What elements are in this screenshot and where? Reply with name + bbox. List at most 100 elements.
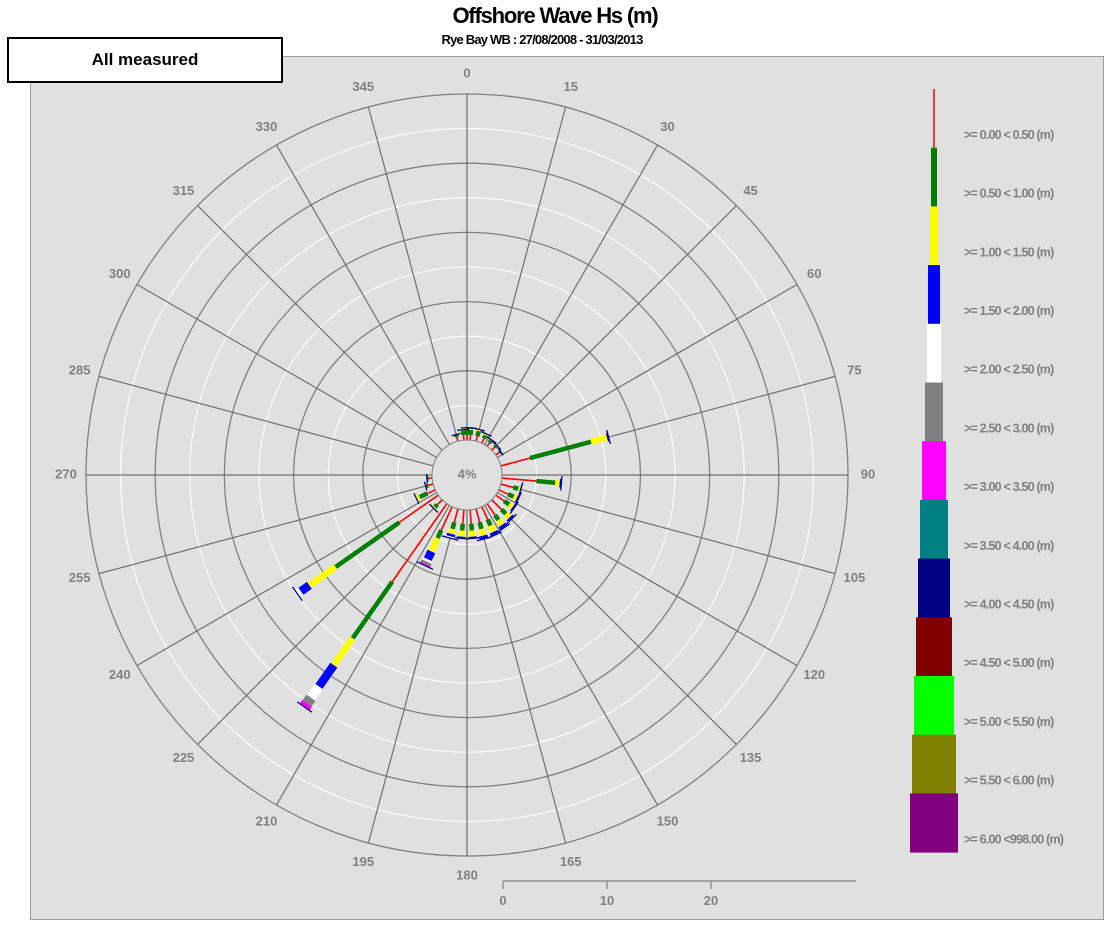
rose-bar-segment	[299, 700, 312, 711]
rose-bar-segment	[529, 439, 592, 461]
legend-label: >= 6.00 <998.00 (m)	[964, 832, 1064, 846]
legend-swatch	[925, 382, 943, 442]
direction-label: 120	[803, 667, 825, 682]
rose-bar-segment	[435, 529, 444, 540]
legend-label: >= 4.50 < 5.00 (m)	[964, 656, 1054, 670]
rose-bar-segment	[423, 549, 436, 562]
grid-spoke	[483, 144, 659, 445]
rose-bar-segment	[498, 489, 509, 495]
legend-label: >= 5.00 < 5.50 (m)	[964, 715, 1054, 729]
grid-spoke	[136, 491, 437, 667]
legend-label: >= 0.50 < 1.00 (m)	[964, 187, 1054, 201]
grid-spoke	[367, 106, 459, 442]
rose-bar-segment	[501, 477, 537, 482]
rose-bar-segment	[507, 501, 515, 510]
rose-bar-cap	[514, 492, 522, 506]
grid-spoke	[483, 505, 659, 806]
rose-bar-segment	[448, 528, 456, 535]
rose-bar-segment	[420, 559, 432, 567]
chart-title: Offshore Wave Hs (m)	[452, 3, 658, 28]
rose-bar-segment	[298, 581, 312, 595]
legend-label: >= 2.00 < 2.50 (m)	[964, 363, 1054, 377]
direction-label: 0	[463, 65, 470, 80]
direction-label: 60	[807, 266, 821, 281]
grid-spoke	[275, 505, 451, 806]
rose-bar-segment	[450, 521, 457, 530]
grid-spoke	[197, 499, 443, 745]
direction-label: 45	[743, 183, 757, 198]
direction-label: 225	[173, 750, 195, 765]
scale-tick-label: 10	[600, 893, 614, 908]
rose-bar-segment	[422, 557, 433, 564]
grid-spoke	[275, 144, 451, 445]
bars-layer	[291, 426, 612, 713]
direction-label: 330	[256, 119, 278, 134]
legend-swatch	[912, 734, 956, 794]
rose-bar-segment	[487, 439, 493, 445]
rose-bar-segment	[469, 523, 475, 531]
grid-spoke	[497, 283, 798, 459]
rose-bar-segment	[456, 436, 459, 442]
rose-bar-segment	[500, 457, 531, 467]
rose-bar-cap	[473, 427, 486, 432]
grid-spoke	[491, 205, 737, 451]
rose-bar-segment	[458, 530, 466, 537]
rose-bar-segment	[459, 523, 465, 531]
rose-bar-segment	[453, 508, 459, 523]
rose-bar-segment	[499, 507, 508, 516]
rose-bar-segment	[536, 478, 556, 485]
rose-bar-segment	[481, 506, 489, 520]
rose-bar-segment	[507, 492, 515, 499]
rose-bar-segment	[495, 518, 505, 527]
direction-label: 90	[861, 466, 875, 481]
legend-label: >= 5.50 < 6.00 (m)	[964, 774, 1054, 788]
direction-label: 300	[109, 266, 131, 281]
rose-bar-segment	[477, 521, 484, 530]
legend-label: >= 4.00 < 4.50 (m)	[964, 597, 1054, 611]
rose-bar-cap	[429, 503, 439, 513]
rose-bar-segment	[436, 499, 443, 506]
center-label: 4%	[458, 466, 477, 481]
rose-bar-segment	[427, 489, 436, 495]
rose-bar-segment	[302, 694, 316, 707]
rose-bar-segment	[486, 503, 496, 516]
rose-bar-segment	[486, 442, 491, 447]
grid-spoke	[475, 106, 567, 442]
rose-bar-segment	[294, 587, 304, 598]
rose-bar-cap	[518, 482, 524, 497]
grid-spoke	[500, 483, 836, 575]
rose-bar-cap	[423, 481, 428, 491]
direction-label: 150	[657, 814, 679, 829]
rose-bar-segment	[306, 683, 324, 701]
legend-swatch	[918, 558, 950, 618]
legend-swatch	[910, 793, 958, 853]
rose-bar-segment	[468, 530, 476, 537]
rose-bar-segment	[315, 662, 338, 689]
rose-bar-cap	[486, 436, 497, 444]
rose-bar-segment	[350, 580, 395, 640]
rose-bar-segment	[475, 430, 481, 437]
rose-bar-segment	[418, 491, 429, 500]
rose-bar-cap	[441, 535, 459, 541]
rose-bar-cap	[425, 473, 429, 484]
scale-bar: 0 10 20	[499, 880, 856, 908]
rose-bar-segment	[469, 509, 473, 524]
grid-layer	[85, 93, 849, 857]
rose-bar-cap	[416, 561, 434, 570]
legend-label: >= 1.00 < 1.50 (m)	[964, 245, 1054, 259]
rose-bar-segment	[481, 434, 488, 440]
rose-bar-segment	[493, 513, 501, 522]
rose-bar-segment	[500, 483, 514, 489]
direction-label: 285	[69, 363, 91, 378]
rose-bar-segment	[491, 499, 503, 511]
rose-bar-cap	[492, 440, 502, 450]
rose-bar-segment	[491, 446, 496, 451]
rose-bar-segment	[503, 511, 512, 520]
legend-label: >= 0.00 < 0.50 (m)	[964, 128, 1054, 142]
rose-bar-segment	[485, 518, 493, 527]
direction-label: 30	[660, 119, 674, 134]
rose-bar-segment	[331, 636, 356, 668]
rose-bar-cap	[476, 536, 492, 542]
grid-spoke	[497, 491, 798, 667]
